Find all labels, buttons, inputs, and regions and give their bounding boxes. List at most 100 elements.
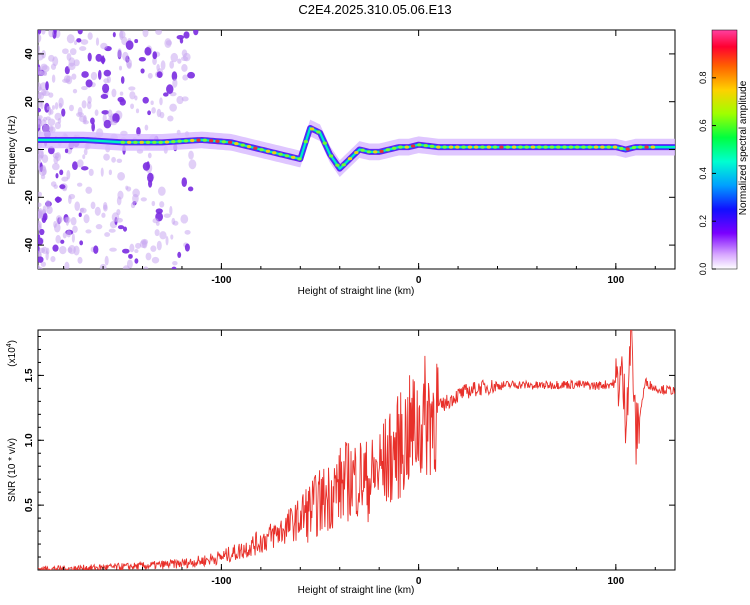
noise-speckle xyxy=(80,39,89,45)
ridge-hotspot xyxy=(486,145,492,149)
ridge-hotspot xyxy=(461,145,466,149)
noise-speckle xyxy=(66,34,75,44)
noise-speckle xyxy=(55,173,59,179)
noise-speckle xyxy=(144,47,152,56)
noise-speckle xyxy=(77,106,83,117)
colorbar-tick-label: 0.2 xyxy=(698,215,708,228)
noise-speckle xyxy=(180,214,189,224)
ridge-hotspot xyxy=(650,145,656,149)
noise-speckle xyxy=(50,255,56,263)
ridge-hotspot xyxy=(265,149,271,153)
noise-speckle xyxy=(150,245,157,252)
noise-speckle xyxy=(58,97,64,108)
noise-speckle xyxy=(147,72,153,79)
noise-speckle xyxy=(130,103,135,110)
colorbar-label: Normalized spectral amplitude xyxy=(738,80,749,215)
ridge-hotspot xyxy=(221,140,226,144)
noise-speckle xyxy=(95,37,100,46)
noise-speckle xyxy=(41,90,50,97)
ridge-hotspot xyxy=(543,145,548,149)
noise-speckle xyxy=(156,71,163,78)
noise-speckle xyxy=(166,84,174,95)
colorbar-gradient xyxy=(711,29,738,270)
noise-speckle xyxy=(184,243,190,252)
noise-speckle xyxy=(59,184,66,190)
ridge-hotspot xyxy=(524,145,529,149)
noise-speckle xyxy=(38,33,42,43)
noise-speckle xyxy=(51,74,56,83)
noise-speckle xyxy=(155,208,163,214)
noise-speckle xyxy=(85,186,93,194)
ridge-hotspot xyxy=(171,140,176,144)
noise-speckle xyxy=(169,103,177,112)
noise-speckle xyxy=(134,38,139,44)
noise-speckle xyxy=(126,62,132,69)
noise-speckle xyxy=(152,51,158,60)
noise-speckle xyxy=(73,40,78,46)
noise-speckle xyxy=(101,110,110,115)
noise-speckle xyxy=(83,214,90,224)
noise-speckle xyxy=(45,199,51,209)
noise-speckle xyxy=(117,48,122,59)
noise-speckle xyxy=(38,266,43,269)
ridge-hotspot xyxy=(290,155,296,159)
noise-speckle xyxy=(176,95,184,105)
ridge-hotspot xyxy=(385,148,391,152)
noise-speckle xyxy=(42,212,48,221)
ridge-hotspot xyxy=(278,152,283,156)
noise-speckle xyxy=(39,228,45,236)
ridge-hotspot xyxy=(442,145,447,149)
noise-speckle xyxy=(107,109,113,118)
noise-speckle xyxy=(52,56,59,67)
ridge-hotspot xyxy=(120,140,126,144)
snr-scale-prefix: (x10 xyxy=(7,347,18,367)
chart-title: C2E4.2025.310.05.06.E13 xyxy=(298,2,451,17)
ridge-hotspot xyxy=(373,150,378,154)
noise-speckle xyxy=(38,222,41,228)
noise-speckle xyxy=(90,201,96,210)
ridge-hotspot xyxy=(177,139,182,143)
noise-speckle xyxy=(171,266,177,269)
noise-speckle xyxy=(112,113,120,124)
noise-speckle xyxy=(87,52,92,62)
noise-speckle xyxy=(38,99,43,108)
noise-speckle xyxy=(70,217,77,226)
ridge-hotspot xyxy=(215,139,220,143)
noise-speckle xyxy=(177,58,182,64)
noise-speckle xyxy=(38,162,40,170)
noise-speckle xyxy=(68,245,76,255)
noise-speckle xyxy=(145,252,152,261)
noise-speckle xyxy=(142,96,149,104)
ridge-hotspot xyxy=(410,144,416,148)
noise-speckle xyxy=(100,94,109,99)
snr-ytick-label: 1.0 xyxy=(24,433,35,447)
noise-speckle xyxy=(135,108,140,114)
noise-speckle xyxy=(71,73,77,80)
ridge-hotspot xyxy=(341,163,346,167)
ridge-hotspot xyxy=(423,143,428,148)
noise-speckle xyxy=(87,32,93,40)
ridge-hotspot xyxy=(139,140,144,144)
colorbar-tick-label: 0.8 xyxy=(698,72,708,85)
snr-ytick-label: 0.5 xyxy=(24,498,35,512)
noise-speckle xyxy=(136,126,141,136)
noise-speckle xyxy=(72,88,78,94)
ridge-hotspot xyxy=(246,145,252,149)
noise-speckle xyxy=(150,100,154,106)
noise-speckle xyxy=(111,88,117,98)
noise-speckle xyxy=(128,253,133,259)
ridge-hotspot xyxy=(638,145,643,149)
noise-speckle xyxy=(187,71,195,79)
ridge-hotspot xyxy=(328,154,334,158)
noise-speckle xyxy=(38,237,44,246)
noise-speckle xyxy=(103,153,110,161)
noise-speckle xyxy=(90,71,98,81)
ridge-hotspot xyxy=(398,145,403,149)
noise-speckle xyxy=(103,119,112,129)
ridge-hotspot xyxy=(297,157,302,161)
ridge-hotspot xyxy=(631,145,637,150)
snr-axes: -100 0 100 0.5 1.0 1.5 xyxy=(24,330,675,587)
snr-xtick-label: 0 xyxy=(416,576,422,587)
ridge-hotspot xyxy=(562,145,567,149)
noise-speckle xyxy=(64,148,69,154)
